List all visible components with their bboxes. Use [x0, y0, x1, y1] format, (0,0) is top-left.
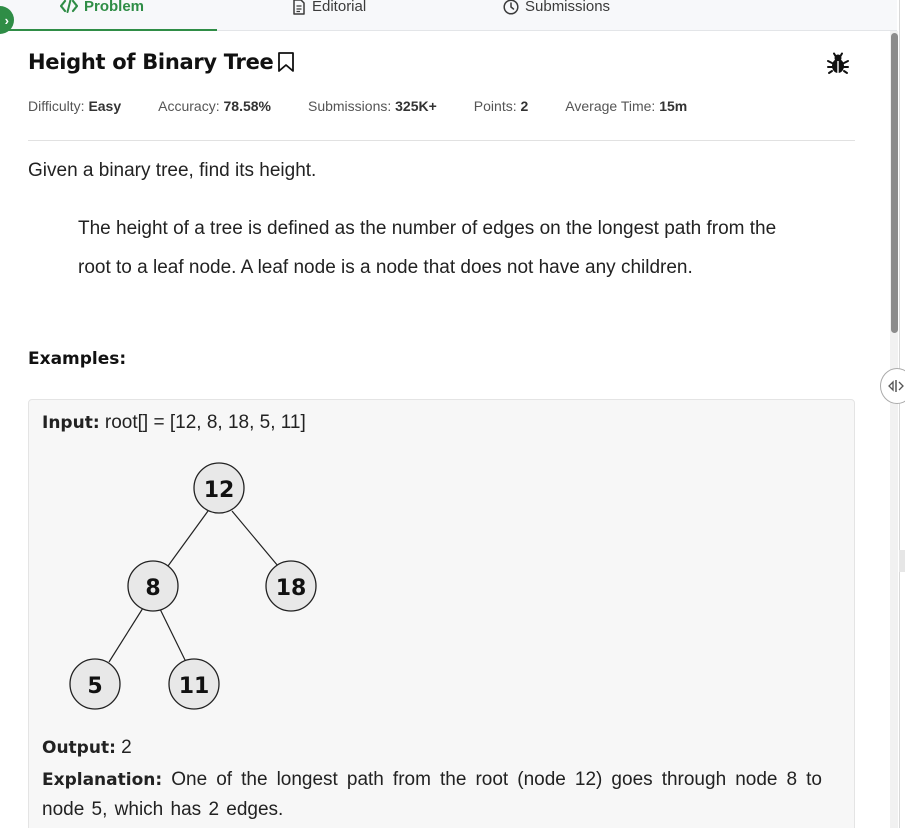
- output-value: 2: [121, 737, 132, 758]
- example-input: Input: root[] = [12, 8, 18, 5, 11]: [42, 412, 306, 434]
- active-tab-indicator: [0, 29, 217, 31]
- height-definition: The height of a tree is defined as the n…: [78, 218, 777, 278]
- difficulty-meta: Difficulty: Easy: [28, 98, 122, 114]
- scrollbar-thumb[interactable]: [891, 33, 898, 333]
- edge-8-5: [108, 607, 144, 663]
- code-icon: [60, 0, 78, 13]
- edge-12-18: [231, 510, 279, 567]
- example-output: Output: 2: [42, 737, 132, 759]
- tab-problem[interactable]: Problem: [60, 0, 144, 29]
- tab-submissions[interactable]: Submissions: [503, 0, 610, 29]
- bookmark-icon[interactable]: [277, 51, 295, 73]
- tree-node-label-8: 8: [145, 576, 160, 601]
- problem-title-row: Height of Binary Tree: [28, 50, 295, 74]
- accuracy-meta: Accuracy: 78.58%: [158, 98, 271, 114]
- tree-node-11: [168, 658, 220, 710]
- tab-editorial[interactable]: Editorial: [292, 0, 366, 29]
- problem-meta: Difficulty: Easy Accuracy: 78.58% Submis…: [28, 98, 724, 114]
- tab-bar: › Problem Editorial Submissions: [0, 0, 897, 34]
- clock-icon: [503, 0, 519, 15]
- points-meta: Points: 2: [473, 98, 529, 114]
- edge-12-8: [167, 510, 209, 567]
- binary-tree-diagram: 12 8 18 5 11: [69, 462, 317, 710]
- document-icon: [293, 0, 305, 15]
- tree-node-8: [127, 560, 179, 612]
- submissions-value: 325K+: [395, 98, 437, 114]
- tab-submissions-label: Submissions: [525, 0, 611, 15]
- tree-node-label-12: 12: [204, 478, 235, 503]
- tree-node-5: [69, 658, 121, 710]
- explanation-text: One of the longest path from the root (n…: [42, 769, 822, 820]
- average-time-value: 15m: [659, 98, 688, 114]
- tree-node-label-18: 18: [276, 576, 307, 601]
- problem-title: Height of Binary Tree: [28, 50, 274, 74]
- tree-node-label-5: 5: [87, 674, 102, 699]
- example-box: [28, 399, 855, 828]
- edge-8-11: [159, 608, 187, 663]
- divider-grip: [899, 550, 905, 572]
- input-label: Input:: [42, 413, 100, 433]
- submissions-meta: Submissions: 325K+: [307, 98, 437, 114]
- input-value: root[] = [12, 8, 18, 5, 11]: [104, 412, 306, 433]
- tree-node-12: [193, 462, 245, 514]
- difficulty-value: Easy: [88, 98, 122, 114]
- tree-node-label-11: 11: [179, 674, 210, 699]
- problem-intro: Given a binary tree, find its height.: [28, 160, 317, 181]
- output-label: Output:: [42, 738, 116, 758]
- average-time-meta: Average Time: 15m: [565, 98, 688, 114]
- report-bug-icon[interactable]: [826, 52, 850, 76]
- accuracy-value: 78.58%: [223, 98, 271, 114]
- resize-arrows-icon: [888, 380, 904, 392]
- divider: [28, 140, 855, 141]
- tab-problem-label: Problem: [84, 0, 145, 15]
- explanation-label: Explanation:: [42, 770, 163, 790]
- panel-resize-handle[interactable]: [880, 368, 905, 404]
- tree-node-18: [265, 560, 317, 612]
- panel-divider: [899, 0, 900, 828]
- examples-heading: Examples:: [28, 349, 127, 369]
- scrollbar-track[interactable]: [890, 31, 898, 828]
- tab-editorial-label: Editorial: [312, 0, 367, 15]
- points-value: 2: [520, 98, 529, 114]
- expand-sidebar-button[interactable]: ›: [0, 6, 14, 34]
- example-explanation: Explanation: One of the longest path fro…: [42, 765, 822, 824]
